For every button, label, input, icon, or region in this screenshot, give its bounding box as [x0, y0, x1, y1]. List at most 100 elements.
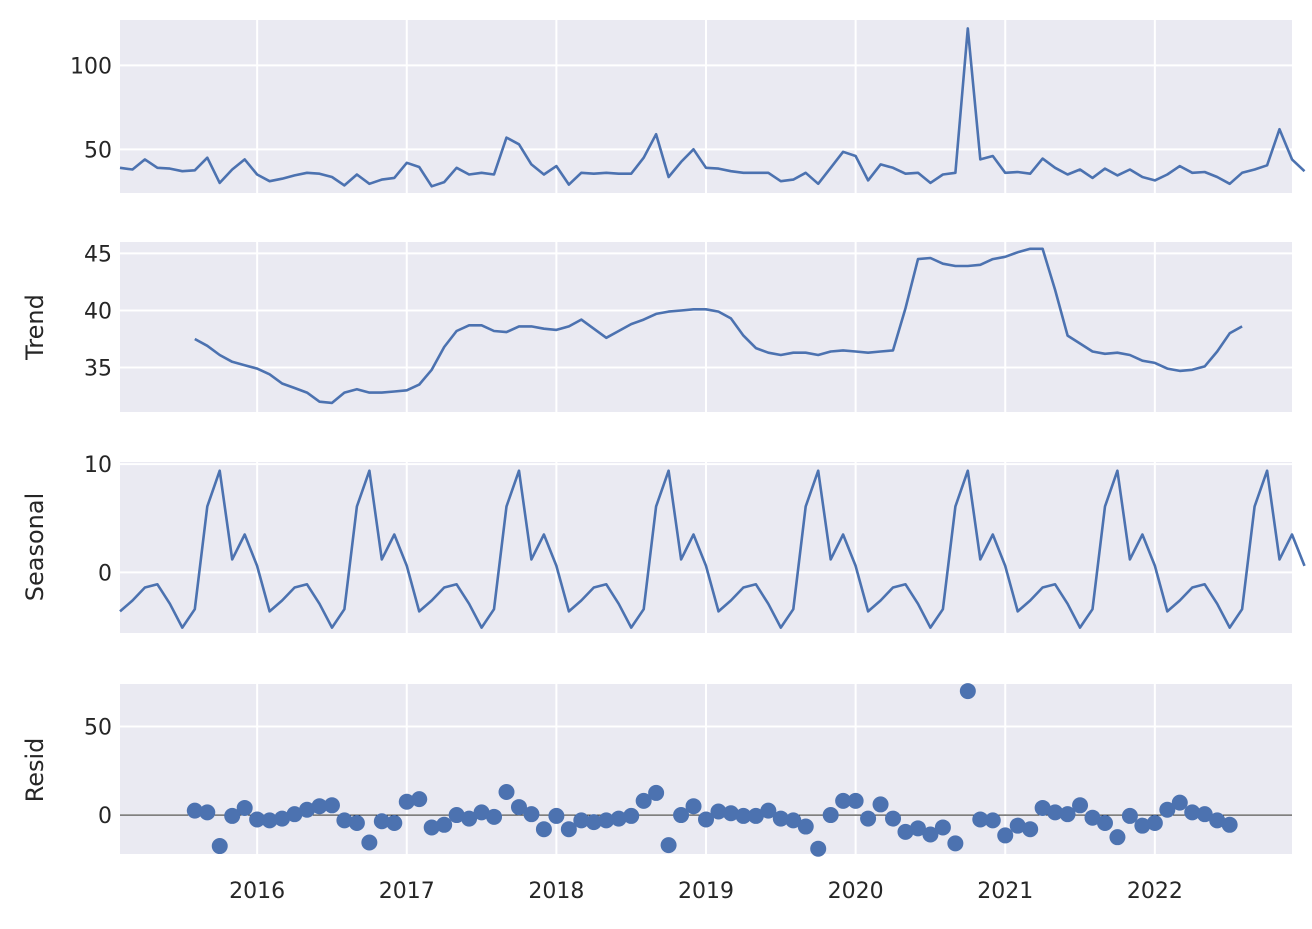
resid-point	[299, 801, 316, 818]
observed-panel-grid	[120, 20, 1292, 193]
resid-point	[486, 808, 503, 825]
resid-point	[1084, 809, 1101, 826]
resid-point	[1022, 821, 1039, 838]
resid-point	[1109, 829, 1126, 846]
seasonal-y-tick-label: 10	[84, 453, 112, 478]
resid-point	[797, 818, 814, 835]
resid-point	[535, 821, 552, 838]
resid-point	[822, 807, 839, 824]
seasonal-panel: 0 10 Seasonal	[21, 453, 1306, 633]
resid-point	[1034, 799, 1051, 816]
trend-y-tick-label: 40	[84, 299, 112, 324]
resid-point	[523, 806, 540, 823]
trend-y-tick-label: 45	[84, 242, 112, 267]
resid-point	[598, 812, 615, 829]
resid-point	[772, 810, 789, 827]
resid-point	[972, 811, 989, 828]
resid-point	[997, 827, 1014, 844]
resid-point	[947, 835, 964, 852]
resid-point	[835, 792, 852, 809]
resid-point	[411, 791, 428, 808]
resid-point	[510, 799, 527, 816]
seasonal-series	[119, 469, 1306, 629]
x-tick-label: 2017	[379, 879, 435, 904]
trend-y-tick-label: 35	[84, 357, 112, 382]
resid-point	[386, 815, 403, 832]
seasonal-line	[119, 469, 1306, 629]
trend-series	[194, 247, 1243, 405]
resid-point	[897, 823, 914, 840]
resid-point	[311, 798, 328, 815]
resid-point	[224, 807, 241, 824]
resid-point	[498, 784, 515, 801]
observed-series	[119, 27, 1306, 188]
resid-point	[1146, 815, 1163, 832]
resid-point	[623, 807, 640, 824]
resid-point	[760, 802, 777, 819]
observed-line	[119, 27, 1306, 188]
resid-point	[573, 812, 590, 829]
resid-point	[722, 805, 739, 822]
resid-point	[585, 814, 602, 831]
x-tick-label: 2022	[1127, 879, 1183, 904]
resid-point	[922, 826, 939, 843]
resid-point	[461, 810, 478, 827]
resid-y-tick-label: 50	[84, 716, 112, 741]
resid-point	[398, 793, 415, 810]
resid-point	[423, 819, 440, 836]
resid-point	[959, 683, 976, 700]
resid-point	[934, 819, 951, 836]
resid-point	[186, 802, 203, 819]
x-tick-label: 2019	[678, 879, 734, 904]
resid-point	[211, 838, 228, 855]
x-tick-label: 2020	[828, 879, 884, 904]
resid-point	[373, 813, 390, 830]
resid-point	[286, 806, 303, 823]
resid-point	[747, 807, 764, 824]
resid-point	[885, 810, 902, 827]
seasonal-panel-y-ticks: 0 10	[84, 453, 112, 586]
resid-panel-y-ticks: 0 50	[84, 716, 112, 830]
resid-point	[847, 792, 864, 809]
resid-point	[610, 810, 627, 827]
resid-point	[1221, 816, 1238, 833]
resid-point	[361, 834, 378, 851]
x-axis-tick-labels: 2016 2017 2018 2019 2020 2021 2022	[229, 879, 1183, 904]
resid-point	[1059, 806, 1076, 823]
resid-point	[785, 812, 802, 829]
x-tick-label: 2016	[229, 879, 285, 904]
resid-point	[685, 798, 702, 815]
resid-y-tick-label: 0	[98, 804, 112, 829]
resid-point	[236, 799, 253, 816]
resid-point	[436, 816, 453, 833]
resid-point	[872, 796, 889, 813]
resid-point	[860, 810, 877, 827]
resid-point	[348, 815, 365, 832]
resid-panel: 0 50 Resid	[21, 683, 1292, 857]
resid-point	[909, 820, 926, 837]
observed-y-tick-label: 50	[84, 138, 112, 163]
resid-point	[735, 807, 752, 824]
resid-point	[473, 804, 490, 821]
resid-point	[323, 797, 340, 814]
trend-line	[194, 247, 1243, 405]
resid-point	[274, 810, 291, 827]
x-tick-label: 2021	[977, 879, 1033, 904]
resid-point	[635, 792, 652, 809]
resid-point	[336, 812, 353, 829]
trend-panel: 35 40 45 Trend	[21, 242, 1292, 412]
resid-point	[673, 807, 690, 824]
resid-point	[1009, 817, 1026, 834]
resid-point	[660, 837, 677, 854]
resid-point	[1184, 804, 1201, 821]
x-tick-label: 2018	[528, 879, 584, 904]
resid-point	[1196, 806, 1213, 823]
resid-point	[810, 840, 827, 857]
resid-point	[1134, 817, 1151, 834]
resid-point	[1072, 797, 1089, 814]
resid-point	[1171, 794, 1188, 811]
trend-axis-label: Trend	[21, 294, 49, 361]
resid-point	[710, 803, 727, 820]
resid-point	[548, 807, 565, 824]
